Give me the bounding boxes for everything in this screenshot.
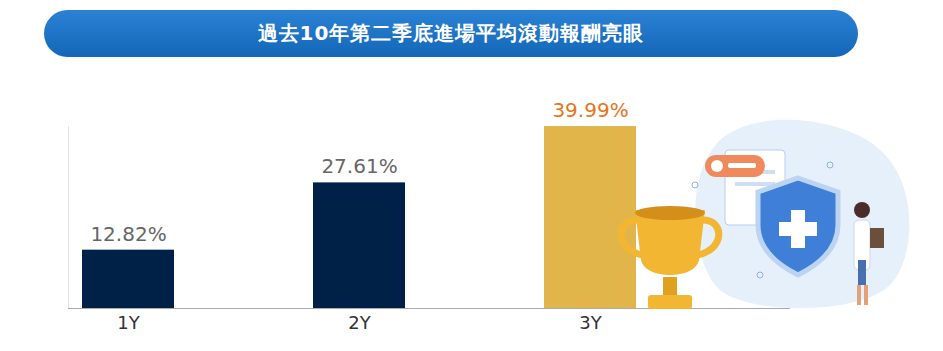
- svg-text:1Y: 1Y: [117, 312, 140, 333]
- svg-text:12.82%: 12.82%: [90, 222, 166, 246]
- html-text:過去10年第二季底進場平均滾動報酬亮眼: 過去10年第二季底進場平均滾動報酬亮眼: [257, 21, 645, 45]
- svg-text:27.61%: 27.61%: [321, 154, 397, 178]
- svg-text:2Y: 2Y: [348, 312, 371, 333]
- svg-text:3Y: 3Y: [579, 312, 602, 333]
- svg-text:39.99%: 39.99%: [552, 98, 628, 122]
